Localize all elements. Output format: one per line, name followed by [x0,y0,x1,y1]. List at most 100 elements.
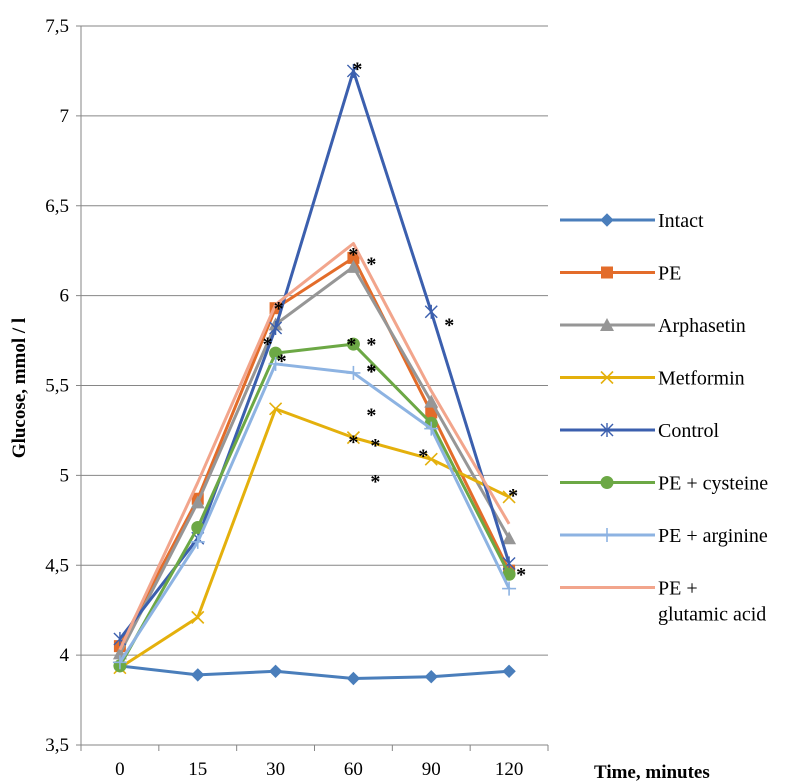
data-point [502,581,517,596]
legend-label: PE + arginine [658,525,768,547]
significance-marker: * [346,334,356,356]
legend-label: Metformin [658,368,745,390]
significance-marker: * [444,315,454,337]
data-point [268,356,283,371]
data-point [346,431,360,445]
significance-marker: * [366,253,376,275]
legend-label: PE + cysteine [658,473,768,495]
y-axis-title: Glucose, mmol / l [9,318,30,458]
data-point [346,337,360,351]
y-tick-label: 5,5 [45,376,69,397]
significance-marker: * [366,361,376,383]
y-tick-label: 3,5 [45,735,69,756]
data-point [346,259,361,273]
x-axis-title: Time, minutes [594,762,710,783]
legend-label: PE [658,263,681,285]
data-point [424,421,439,436]
data-point [424,669,438,684]
data-point [190,534,205,549]
data-point [502,531,517,545]
legend-label: glutamic acid [658,604,766,626]
data-point [424,304,438,319]
data-point [600,528,614,542]
x-tick-labels: 0 15 30 60 90 120 [115,759,523,780]
significance-marker: * [366,361,376,383]
data-point-stroke [424,452,438,466]
data-point [346,365,361,380]
significance-marker: * [274,298,284,320]
legend-label: Arphasetin [658,315,746,337]
significance-marker: * [348,431,358,453]
series-arphasetin [112,259,517,660]
data-point [424,452,438,466]
data-point [600,476,614,489]
x-tick-label: 120 [495,759,524,780]
legend-label: PE + [658,578,698,600]
y-tick-label: 6 [60,286,70,307]
y-tick-labels: 3,5 4 4,5 5 5,5 6 6,5 7 7,5 [45,16,69,756]
x-tick-label: 60 [344,759,363,780]
legend-entry: Control [560,420,720,442]
x-tick-label: 90 [422,759,441,780]
data-point-stroke [346,431,360,445]
data-point [601,266,613,279]
legend-entry: Arphasetin [560,315,746,337]
data-point [268,664,283,679]
y-tick-label: 7,5 [45,16,69,37]
legend-entry: Metformin [560,368,745,390]
data-point [269,346,283,360]
data-point [346,671,361,686]
data-point [502,490,516,504]
x-tick-label: 30 [266,759,285,780]
data-point [502,664,516,679]
x-tick-label: 15 [188,759,207,780]
series-pe [113,251,516,653]
y-tick-label: 7 [60,106,70,127]
data-point [346,63,360,78]
series-pe-glutamic-acid [118,241,511,651]
series-control [113,63,516,646]
series-line [118,342,511,667]
data-point [269,320,283,335]
significance-marker: * [370,471,380,493]
x-tick-label: 0 [115,759,125,780]
significance-marker: * [516,564,526,586]
significance-marker: * [370,435,380,457]
significance-marker: * [418,445,428,467]
y-tick-label: 4,5 [45,555,69,576]
series-line [118,69,511,640]
series-pe-arginine [112,356,517,670]
significance-marker: * [277,351,287,373]
legend-label: Intact [658,210,704,232]
series-lines [112,63,517,686]
axes [76,25,549,751]
series-line [118,256,511,647]
significance-marker: * [366,334,376,356]
significance-marker: * [366,404,376,426]
data-point-stroke [600,370,614,385]
data-point [600,370,614,385]
series-line [119,407,510,669]
significance-annotations: ***** ** ***** ****** [263,59,526,586]
legend-entry: PE [560,263,681,285]
data-point-stroke [269,402,283,416]
data-point [347,251,360,264]
legend-entry: PE + cysteine [560,473,768,495]
data-point [191,610,205,624]
legend-entry: PE + arginine [560,525,768,547]
y-tick-label: 6,5 [45,196,69,217]
significance-marker: * [263,333,273,355]
data-point-stroke [191,610,205,624]
series-line [118,241,511,651]
data-point [112,655,127,670]
series-line [118,362,511,664]
series-line [118,265,511,655]
legend-entry: Intact [560,210,704,232]
gridlines [81,25,548,656]
data-point-stroke [502,490,516,504]
data-point [502,567,516,581]
series-intact [113,659,516,686]
y-tick-label: 5 [60,465,70,486]
data-point [190,495,205,509]
